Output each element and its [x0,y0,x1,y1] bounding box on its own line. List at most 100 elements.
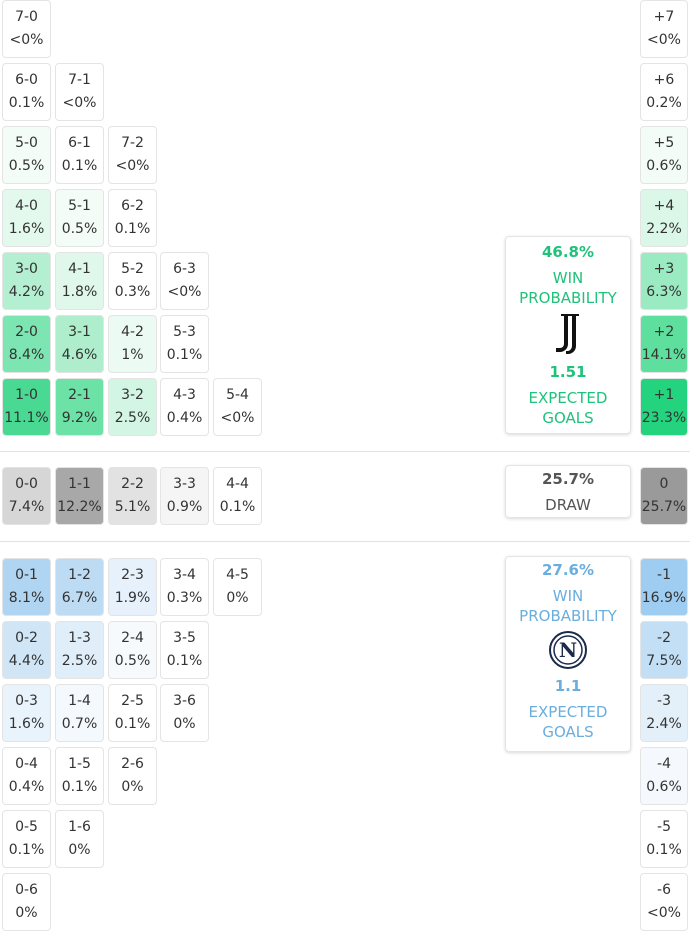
score-cell: 5-4 <0% [213,378,262,436]
score: 1-4 [68,693,91,709]
probability: 0.1% [114,716,151,732]
probability: 2.5% [61,653,98,669]
score-cell: 0-3 1.6% [2,684,51,742]
score: +7 [653,9,675,25]
goal-diff-cell: 0 25.7% [640,467,688,525]
score-cell: 3-0 4.2% [2,252,51,310]
probability: 0% [15,905,38,921]
score: 1-1 [68,476,91,492]
score: 2-0 [15,324,38,340]
score-cell: 7-0 <0% [2,0,51,58]
score-cell: 1-0 11.1% [2,378,51,436]
probability: 2.5% [114,410,151,426]
probability: 0.1% [8,842,45,858]
score: 6-2 [121,198,144,214]
score-cell: 4-0 1.6% [2,189,51,247]
score-cell: 1-4 0.7% [55,684,104,742]
score-cell: 4-3 0.4% [160,378,209,436]
probability: 0% [121,779,144,795]
svg-text:N: N [559,638,577,662]
score: +2 [653,324,675,340]
probability: 2.4% [646,716,682,732]
away-xg-label: EXPECTED GOALS [528,703,608,741]
home-win-label: WIN PROBABILITY [519,269,617,307]
score-cell: 2-0 8.4% [2,315,51,373]
score-cell: 2-6 0% [108,747,157,805]
probability: 25.7% [641,499,687,515]
goal-diff-cell: -2 7.5% [640,621,688,679]
divider [0,451,690,452]
score: 7-2 [121,135,144,151]
score: 3-4 [173,567,196,583]
score-cell: 4-1 1.8% [55,252,104,310]
probability: 6.3% [646,284,682,300]
score-cell: 1-2 6.7% [55,558,104,616]
score-cell: 5-1 0.5% [55,189,104,247]
probability: 0.1% [61,779,98,795]
score: 3-3 [173,476,196,492]
probability: <0% [647,32,681,48]
draw-card: 25.7% DRAW [505,465,631,518]
away-card: 27.6% WIN PROBABILITY N 1.1 EXPECTED GOA… [505,556,631,752]
score: 5-4 [226,387,249,403]
probability: 0.9% [166,499,203,515]
away-win-pct: 27.6% [541,561,595,579]
score: 5-1 [68,198,91,214]
score: 5-3 [173,324,196,340]
goal-diff-cell: -5 0.1% [640,810,688,868]
score-cell: 4-4 0.1% [213,467,262,525]
home-win-pct: 46.8% [541,243,595,261]
score-cell: 2-5 0.1% [108,684,157,742]
goal-diff-cell: +6 0.2% [640,63,688,121]
score: 2-5 [121,693,144,709]
probability: <0% [115,158,150,174]
probability: 0.2% [646,95,682,111]
score: 1-2 [68,567,91,583]
score-cell: 4-5 0% [213,558,262,616]
score-cell: 5-0 0.5% [2,126,51,184]
probability: 0.3% [166,590,203,606]
score: 6-1 [68,135,91,151]
score: -5 [657,819,671,835]
away-xg: 1.1 [554,677,582,695]
probability: 9.2% [61,410,98,426]
probability: 0.1% [114,221,151,237]
goal-diff-cell: +3 6.3% [640,252,688,310]
probability: 1% [121,347,144,363]
score: 2-3 [121,567,144,583]
probability: 1.6% [8,221,45,237]
score: +6 [653,72,675,88]
score: 3-0 [15,261,38,277]
score-cell: 1-6 0% [55,810,104,868]
goal-diff-cell: +2 14.1% [640,315,688,373]
score-cell: 0-2 4.4% [2,621,51,679]
probability: 0.1% [646,842,682,858]
score-cell: 3-2 2.5% [108,378,157,436]
probability: 12.2% [57,499,102,515]
probability: <0% [9,32,44,48]
probability: <0% [647,905,681,921]
probability: 4.2% [8,284,45,300]
probability: 2.2% [646,221,682,237]
score: 0-4 [15,756,38,772]
score: -4 [657,756,671,772]
score-cell: 6-3 <0% [160,252,209,310]
score-cell: 2-2 5.1% [108,467,157,525]
goal-diff-cell: +1 23.3% [640,378,688,436]
probability: 0.1% [166,347,203,363]
home-xg-label: EXPECTED GOALS [528,389,608,427]
goal-diff-cell: -6 <0% [640,873,688,931]
score-cell: 3-5 0.1% [160,621,209,679]
probability: 0.4% [8,779,45,795]
score-cell: 0-5 0.1% [2,810,51,868]
probability: 0.5% [61,221,98,237]
score: 4-4 [226,476,249,492]
probability: 0% [173,716,196,732]
probability: 1.6% [8,716,45,732]
score-cell: 1-3 2.5% [55,621,104,679]
score-cell: 0-6 0% [2,873,51,931]
probability: 4.4% [8,653,45,669]
score: +3 [653,261,675,277]
score-cell: 1-5 0.1% [55,747,104,805]
